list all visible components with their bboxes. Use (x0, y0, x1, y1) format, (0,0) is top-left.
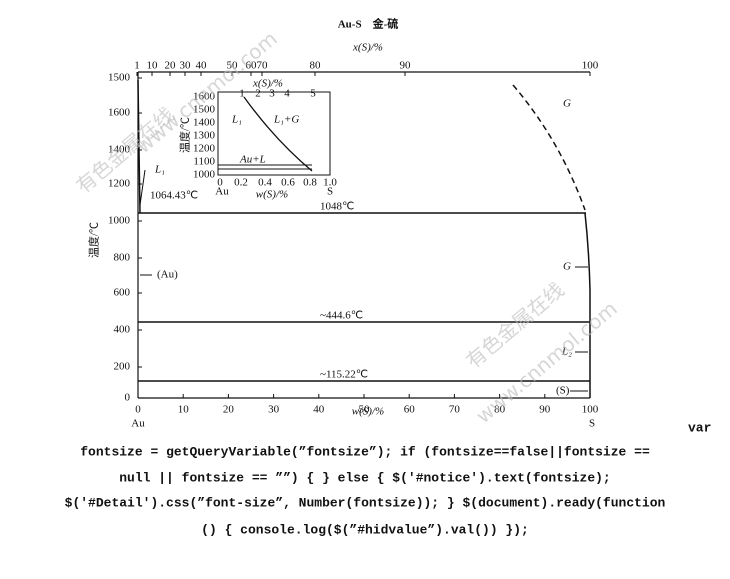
inset-left-tick-label: 1000 (193, 169, 216, 181)
inset-bottom-tick-label: 0.6 (281, 177, 295, 189)
top-tick-label: 1 (134, 60, 140, 72)
inset-label: L₁ (231, 114, 242, 126)
inset-frame (217, 91, 331, 176)
y-axis-label: 温度/℃ (87, 222, 101, 258)
inset-top-tick-label: 3 (269, 88, 275, 100)
title: Au-S 金-硫 (338, 17, 399, 31)
inset-bottom-tick-label: 0.8 (303, 177, 317, 189)
diagram-label: 1064.43℃ (150, 190, 198, 202)
inset-top-tick-label: 4 (284, 88, 290, 100)
end-label: Au (131, 418, 145, 430)
inset-top-label: x(S)/% (252, 78, 283, 90)
bottom-axis-label: w(S)/% (352, 406, 384, 418)
top-tick-label: 70 (257, 60, 269, 72)
inset-left-tick-label: 1300 (193, 130, 216, 142)
inset-left-tick-label: 1500 (193, 104, 216, 116)
bottom-tick-label: 30 (268, 404, 280, 416)
left-tick-label: 400 (114, 324, 131, 336)
inset-top-tick-label: 1 (239, 88, 245, 100)
inset-left-tick-label: 1200 (193, 143, 216, 155)
top-axis-label: x(S)/% (352, 42, 383, 54)
inset-label: Au+L (239, 154, 266, 166)
top-tick-label: 10 (147, 60, 159, 72)
diagram-label: G (563, 98, 571, 110)
bottom-tick-label: 90 (539, 404, 551, 416)
bottom-tick-label: 20 (223, 404, 235, 416)
diagram-label: (Au) (157, 269, 178, 281)
bottom-tick-label: 100 (582, 404, 599, 416)
bottom-tick-label: 0 (135, 404, 141, 416)
diagram-label: (S) (556, 385, 570, 397)
top-tick-label: 90 (400, 60, 412, 72)
code-text: fontsize = getQueryVariable(”fontsize”);… (80, 444, 650, 459)
diagram-label: ~115.22℃ (320, 369, 368, 381)
inset-end-label: Au (215, 186, 229, 198)
inset-top-tick-label: 2 (255, 88, 261, 100)
diagram-label: L₁ (154, 164, 165, 176)
inset-top-tick-label: 5 (310, 88, 316, 100)
code-text: var (688, 420, 711, 435)
left-tick-label: 0 (125, 392, 131, 404)
inset-left-tick-label: 1400 (193, 117, 216, 129)
left-tick-label: 1200 (108, 178, 131, 190)
top-tick-label: 80 (310, 60, 322, 72)
left-tick-label: 600 (114, 287, 131, 299)
top-tick-label: 30 (180, 60, 192, 72)
bottom-tick-label: 80 (494, 404, 506, 416)
bottom-tick-label: 50 (359, 404, 371, 416)
diagram-label: L₂ (561, 346, 572, 358)
diagram-label: ~444.6℃ (320, 310, 363, 322)
left-tick-label: 200 (114, 361, 131, 373)
inset-label: L₁+G (273, 114, 299, 126)
inset-y-label: 温度/℃ (178, 117, 192, 153)
left-tick-label: 800 (114, 252, 131, 264)
inset-bottom-tick-label: 0 (217, 177, 223, 189)
top-tick-label: 40 (196, 60, 208, 72)
top-tick-label: 60 (246, 60, 258, 72)
bottom-tick-label: 70 (449, 404, 461, 416)
left-tick-label: 1600 (108, 107, 131, 119)
left-tick-label: 1000 (108, 215, 131, 227)
inset-bottom-label: w(S)/% (256, 189, 288, 201)
bottom-tick-label: 60 (404, 404, 416, 416)
end-label: S (589, 418, 595, 430)
bottom-tick-label: 40 (313, 404, 325, 416)
top-tick-label: 50 (227, 60, 239, 72)
inset-left-tick-label: 1600 (193, 91, 216, 103)
diagram-label: 1048℃ (320, 201, 354, 213)
top-tick-label: 20 (165, 60, 177, 72)
inset-bottom-tick-label: 0.2 (234, 177, 248, 189)
bottom-tick-label: 10 (178, 404, 190, 416)
code-text: $('#Detail').css(”font-size”, Number(fon… (65, 495, 666, 510)
inset-bottom-tick-label: 0.4 (258, 177, 272, 189)
diagram-label: G (563, 261, 571, 273)
inset-bottom-tick-label: 1.0 (323, 177, 337, 189)
inset-end-label: S (327, 186, 333, 198)
code-text: () { console.log($(”#hidvalue”).val()) }… (201, 522, 529, 537)
inset-left-tick-label: 1100 (193, 156, 215, 168)
left-tick-label: 1400 (108, 144, 131, 156)
top-tick-label: 100 (582, 60, 599, 72)
left-tick-label: 1500 (108, 72, 131, 84)
code-text: null || fontsize == ””) { } else { $('#n… (119, 470, 610, 485)
